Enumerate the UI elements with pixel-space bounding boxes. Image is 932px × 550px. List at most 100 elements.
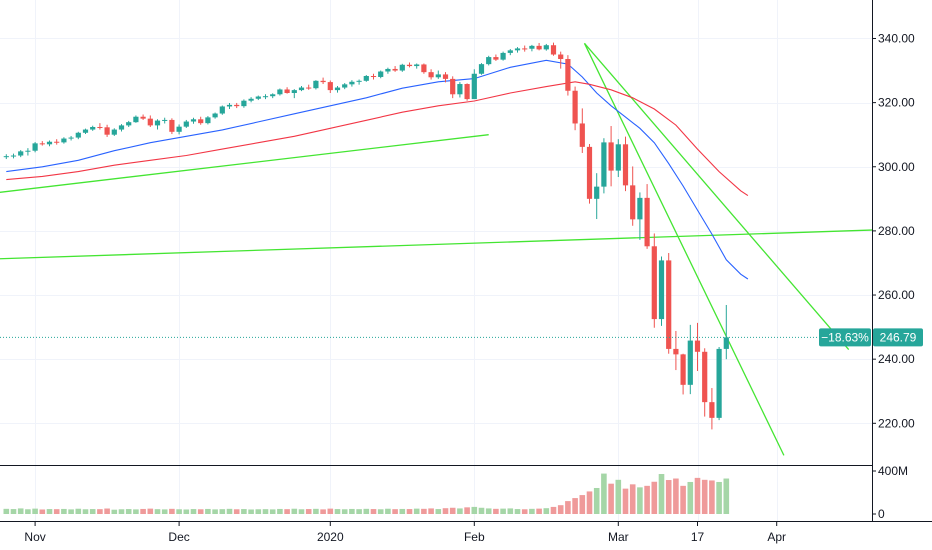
- volume-bar: [608, 483, 614, 514]
- price-tick-label: 340.00: [878, 31, 915, 45]
- candle-body: [133, 116, 139, 123]
- candle-body: [486, 57, 492, 65]
- candle-body: [205, 117, 211, 124]
- candle-body: [651, 246, 657, 320]
- volume-bar: [637, 487, 643, 514]
- candle: [601, 138, 607, 194]
- candle-body: [320, 80, 326, 83]
- volume-bar: [421, 508, 427, 514]
- volume-bar: [543, 508, 550, 514]
- time-axis[interactable]: Nov Dec 2020 Feb Mar 17 Apr: [24, 522, 786, 544]
- trendlines: [0, 42, 925, 456]
- volume-tick-label: 400M: [878, 464, 908, 478]
- volume-bar: [53, 509, 60, 514]
- change-percent-label: −18.63%: [821, 330, 869, 344]
- candle-body: [46, 141, 53, 145]
- candle-body: [10, 155, 17, 157]
- volume-bar: [118, 509, 125, 514]
- candles: [3, 42, 729, 430]
- volume-bar: [406, 509, 413, 514]
- candle-body: [284, 89, 290, 93]
- candle-body: [493, 57, 499, 60]
- volume-bar: [586, 491, 593, 514]
- candle: [241, 99, 247, 108]
- candle-body: [219, 106, 225, 114]
- volume-bar: [349, 508, 355, 514]
- candle: [169, 118, 175, 135]
- candle-body: [421, 64, 427, 73]
- volume-bar: [485, 508, 492, 514]
- candle-body: [608, 142, 614, 171]
- candle: [284, 87, 290, 94]
- candle: [327, 80, 333, 93]
- candle: [630, 166, 636, 226]
- volume-bar: [471, 506, 478, 514]
- volume-bar: [428, 508, 434, 514]
- volume-bar: [687, 481, 694, 514]
- candle: [277, 88, 283, 96]
- volume-bar: [557, 505, 564, 514]
- candle: [385, 67, 391, 74]
- volume-bar: [514, 509, 521, 514]
- time-tick-label: Mar: [608, 530, 629, 544]
- trendline-1: [0, 227, 925, 260]
- candle: [673, 330, 679, 371]
- candle: [450, 76, 456, 99]
- candle-body: [507, 50, 513, 53]
- volume-axis[interactable]: 400M 0: [872, 464, 908, 521]
- candle: [666, 253, 672, 354]
- volume-bar: [17, 508, 24, 514]
- volume-bar: [334, 509, 341, 514]
- candle: [82, 128, 89, 135]
- candle: [457, 82, 463, 98]
- candle-body: [637, 197, 643, 220]
- candle-body: [349, 81, 355, 85]
- candle-body: [442, 74, 449, 79]
- volume-bar: [147, 508, 154, 514]
- candle: [356, 79, 362, 85]
- candle: [428, 69, 434, 80]
- candle: [234, 102, 240, 109]
- volume-bar: [61, 508, 67, 514]
- candle: [212, 112, 218, 119]
- candle-body: [68, 137, 74, 139]
- volume-bar: [507, 508, 514, 514]
- volume-bar: [125, 509, 132, 514]
- volume-bar: [601, 473, 607, 514]
- volume-bar: [363, 508, 370, 514]
- candle: [615, 139, 621, 178]
- candle-body: [399, 64, 405, 71]
- price-tick-label: 260.00: [878, 288, 915, 302]
- candle-body: [414, 64, 420, 67]
- volume-bar: [226, 508, 233, 514]
- price-axis[interactable]: 340.00 320.00 300.00 280.00 260.00 240.00 220.…: [872, 31, 915, 430]
- volume-bar: [385, 508, 391, 514]
- volume-bar: [277, 508, 283, 514]
- candle: [651, 233, 657, 328]
- candle: [154, 119, 161, 130]
- candle: [140, 114, 146, 120]
- volume-bar: [536, 508, 542, 514]
- volume-bar: [673, 478, 679, 514]
- candle-body: [3, 156, 9, 158]
- candle-body: [147, 118, 153, 126]
- candle: [75, 131, 81, 140]
- volume-bars: [3, 473, 730, 514]
- candle: [90, 125, 96, 131]
- candle-body: [702, 351, 708, 403]
- candle-body: [277, 89, 283, 95]
- volume-bar: [176, 509, 182, 514]
- candle: [198, 116, 204, 125]
- candle: [687, 324, 693, 395]
- candle: [392, 66, 398, 72]
- time-tick-label: 2020: [317, 530, 344, 544]
- volume-bar: [629, 484, 636, 514]
- moving-average-line-0: [6, 59, 749, 280]
- candle: [10, 153, 17, 159]
- time-tick-label: Nov: [24, 530, 45, 544]
- candle: [464, 83, 470, 101]
- candle-body: [435, 74, 441, 78]
- volume-bar: [3, 508, 10, 514]
